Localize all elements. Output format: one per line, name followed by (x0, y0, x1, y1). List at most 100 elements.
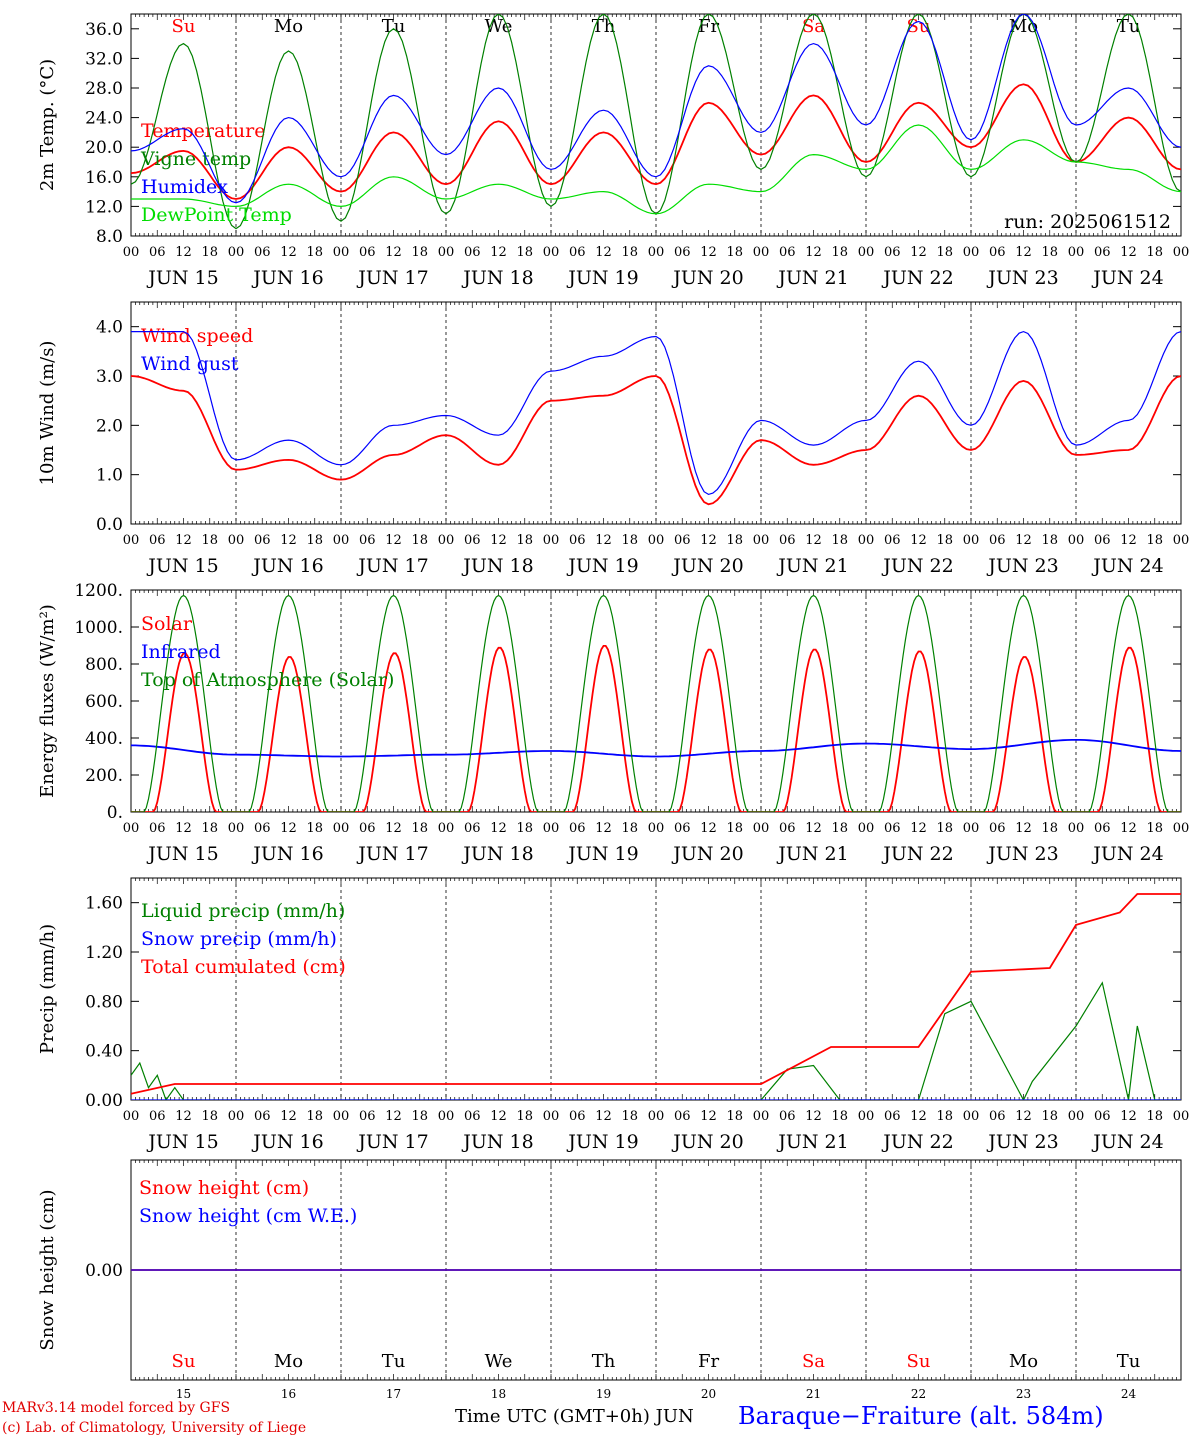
temperature-hour-label: 18 (306, 245, 323, 260)
temperature-hour-label: 06 (779, 245, 796, 260)
temperature-hour-label: 12 (1120, 245, 1137, 260)
precip-hour-label: 00 (543, 1109, 560, 1124)
wind-hour-label: 12 (385, 533, 402, 548)
temperature-hour-label: 06 (674, 245, 691, 260)
wind-hour-label: 06 (884, 533, 901, 548)
energy-hour-label: 06 (569, 821, 586, 836)
meteogram-svg: 8.0 12.0 16.0 20.0 24.0 28.0 32.0 36.0 2m Temp. … (37, 13, 1189, 1401)
precip-hour-label: 18 (201, 1109, 218, 1124)
temperature-legend-entry: Vigne temp (140, 148, 251, 170)
wind-legend-entry: Wind speed (141, 325, 253, 347)
precip-hour-label: 00 (228, 1109, 245, 1124)
wind-hour-label: 12 (175, 533, 192, 548)
precip-day-label: JUN 21 (776, 1131, 848, 1153)
precip-hour-label: 06 (254, 1109, 271, 1124)
wind-hour-label: 12 (805, 533, 822, 548)
wind-hour-label: 18 (936, 533, 953, 548)
temperature-hour-label: 00 (963, 245, 980, 260)
energy-legend-entry: Top of Atmosphere (Solar) (141, 669, 394, 691)
precip-ytick-label: 1.20 (85, 943, 123, 963)
temperature-hour-label: 00 (333, 245, 350, 260)
temperature-hour-label: 18 (516, 245, 533, 260)
temperature-day-label: JUN 22 (881, 267, 953, 289)
precip-hour-label: 00 (438, 1109, 455, 1124)
energy-hour-label: 00 (228, 821, 245, 836)
snow-weekday-label: Su (907, 1351, 931, 1372)
energy-ytick-label: 600. (85, 692, 123, 712)
temp-weekday-label: Su (172, 16, 196, 37)
energy-hour-label: 12 (805, 821, 822, 836)
snow-weekday-label: Mo (274, 1351, 303, 1372)
precip-ytick-label: 0.40 (85, 1042, 123, 1062)
temperature-hour-label: 18 (726, 245, 743, 260)
wind-hour-label: 18 (831, 533, 848, 548)
wind-day-label: JUN 16 (251, 555, 323, 577)
energy-hour-label: 06 (674, 821, 691, 836)
temperature-day-label: JUN 23 (986, 267, 1058, 289)
wind-hour-label: 18 (306, 533, 323, 548)
lab-credit: (c) Lab. of Climatology, University of L… (2, 1420, 307, 1436)
energy-hour-label: 12 (1120, 821, 1137, 836)
wind-hour-label: 06 (989, 533, 1006, 548)
energy-hour-label: 18 (201, 821, 218, 836)
precip-day-label: JUN 23 (986, 1131, 1058, 1153)
temperature-hour-label: 18 (936, 245, 953, 260)
temperature-hour-label: 06 (254, 245, 271, 260)
precip-hour-label: 06 (464, 1109, 481, 1124)
wind-day-label: JUN 24 (1091, 555, 1163, 577)
precip-day-label: JUN 16 (251, 1131, 323, 1153)
energy-hour-label: 06 (884, 821, 901, 836)
wind-day-label: JUN 23 (986, 555, 1058, 577)
precip-series-liquid-precip-mm-h (131, 981, 1181, 1100)
snow-weekday-label: We (485, 1351, 513, 1372)
wind-hour-label: 00 (753, 533, 770, 548)
wind-hour-label: 12 (595, 533, 612, 548)
wind-hour-label: 06 (569, 533, 586, 548)
model-credit: MARv3.14 model forced by GFS (2, 1400, 231, 1416)
energy-hour-label: 12 (910, 821, 927, 836)
temperature-hour-label: 06 (359, 245, 376, 260)
energy-ytick-label: 0. (107, 803, 123, 823)
energy-day-label: JUN 18 (461, 843, 533, 865)
precip-ytick-label: 0.00 (85, 1091, 123, 1111)
wind-hour-label: 06 (779, 533, 796, 548)
energy-hour-label: 06 (464, 821, 481, 836)
precip-day-label: JUN 20 (671, 1131, 743, 1153)
temperature-hour-label: 00 (648, 245, 665, 260)
energy-day-label: JUN 20 (671, 843, 743, 865)
wind-ytick-label: 3.0 (96, 367, 123, 387)
temperature-hour-label: 18 (201, 245, 218, 260)
energy-series-top-of-atmosphere-solar (131, 594, 1181, 812)
wind-hour-label: 18 (726, 533, 743, 548)
energy-hour-label: 00 (543, 821, 560, 836)
energy-day-label: JUN 17 (356, 843, 428, 865)
temperature-hour-label: 06 (1094, 245, 1111, 260)
energy-hour-label: 12 (1015, 821, 1032, 836)
wind-hour-label: 06 (1094, 533, 1111, 548)
energy-hour-label: 06 (779, 821, 796, 836)
temperature-ytick-label: 20.0 (85, 138, 123, 158)
temperature-series-dewpoint-temp (131, 124, 1181, 215)
wind-hour-label: 06 (464, 533, 481, 548)
temperature-hour-label: 12 (805, 245, 822, 260)
temp-weekday-label: Sa (802, 16, 825, 37)
temperature-hour-label: 18 (411, 245, 428, 260)
wind-hour-label: 00 (858, 533, 875, 548)
temperature-legend-entry: Temperature (141, 120, 265, 142)
energy-hour-label: 00 (858, 821, 875, 836)
wind-hour-label: 12 (1015, 533, 1032, 548)
snow-date-label: 24 (1121, 1387, 1137, 1400)
precip-hour-label: 00 (648, 1109, 665, 1124)
snow-date-label: 21 (806, 1387, 821, 1400)
snow-date-label: 17 (386, 1387, 401, 1400)
wind-hour-label: 12 (1120, 533, 1137, 548)
energy-day-label: JUN 16 (251, 843, 323, 865)
precip-hour-label: 18 (621, 1109, 638, 1124)
precip-hour-label: 12 (1015, 1109, 1032, 1124)
wind-hour-label: 06 (674, 533, 691, 548)
precip-legend-entry: Liquid precip (mm/h) (141, 900, 345, 922)
precip-hour-label: 06 (569, 1109, 586, 1124)
precip-ytick-label: 1.60 (85, 894, 123, 914)
temperature-hour-label: 12 (490, 245, 507, 260)
snow-weekday-label: Su (172, 1351, 196, 1372)
